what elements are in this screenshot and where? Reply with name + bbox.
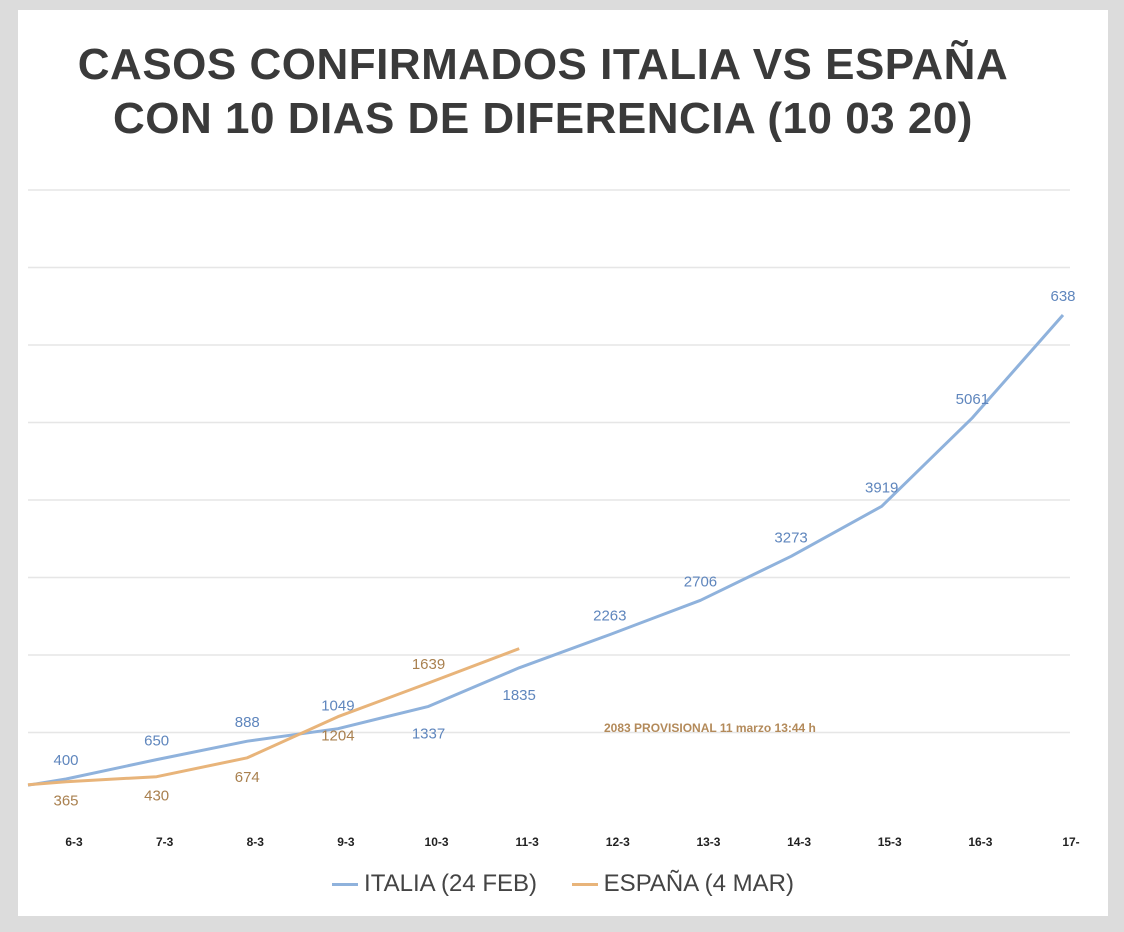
chart-frame: CASOS CONFIRMADOS ITALIA VS ESPAÑA CON 1… (18, 10, 1108, 916)
data-label-italia: 1337 (412, 725, 445, 742)
data-label-espana: 1204 (321, 728, 354, 745)
legend-item-espana: ESPAÑA (4 MAR) (572, 870, 794, 898)
data-label-italia: 2263 (593, 608, 626, 625)
data-label-italia: 638 (1050, 288, 1075, 305)
x-tick-label: 8-3 (247, 835, 265, 849)
gridlines (28, 190, 1070, 733)
legend-swatch-espana (572, 883, 598, 886)
series-line-italia (28, 315, 1063, 785)
x-tick-label: 10-3 (425, 835, 449, 849)
data-label-espana: 1639 (412, 656, 445, 673)
data-label-italia: 400 (53, 752, 78, 769)
data-label-espana: 674 (235, 769, 260, 786)
x-tick-label: 9-3 (337, 835, 355, 849)
x-tick-label: 14-3 (787, 835, 811, 849)
x-tick-label: 17- (1062, 835, 1079, 849)
data-label-italia: 3273 (774, 529, 807, 546)
data-label-italia: 1835 (502, 687, 535, 704)
data-label-italia: 1049 (321, 698, 354, 715)
data-label-italia: 2706 (684, 573, 717, 590)
x-tick-label: 6-3 (65, 835, 83, 849)
legend-label-espana: ESPAÑA (4 MAR) (604, 870, 794, 897)
x-tick-label: 11-3 (516, 835, 540, 849)
legend-swatch-italia (332, 883, 358, 886)
data-label-italia: 5061 (956, 391, 989, 408)
legend-label-italia: ITALIA (24 FEB) (364, 870, 537, 897)
series-lines (28, 315, 1063, 785)
x-tick-label: 12-3 (606, 835, 630, 849)
x-tick-label: 15-3 (878, 835, 902, 849)
annotation-provisional: 2083 PROVISIONAL 11 marzo 13:44 h (604, 721, 816, 735)
legend: ITALIA (24 FEB) ESPAÑA (4 MAR) (18, 870, 1108, 898)
line-chart: 400 650 888 1049 1337 1835 2263 2706 3273 3919 506… (18, 10, 1108, 916)
x-tick-label: 16-3 (968, 835, 992, 849)
x-tick-label: 7-3 (156, 835, 174, 849)
data-label-italia: 3919 (865, 479, 898, 496)
data-label-italia: 650 (144, 733, 169, 750)
data-label-espana: 430 (144, 788, 169, 805)
legend-item-italia: ITALIA (24 FEB) (332, 870, 537, 898)
series-line-espana (28, 649, 519, 785)
x-axis-ticks: 6-3 7-3 8-3 9-3 10-3 11-3 12-3 13-3 14-3 15-3 16-3… (65, 835, 1079, 849)
x-tick-label: 13-3 (696, 835, 720, 849)
data-label-espana: 365 (53, 793, 78, 810)
data-labels: 400 650 888 1049 1337 1835 2263 2706 3273 3919 506… (53, 288, 1075, 810)
data-label-italia: 888 (235, 714, 260, 731)
